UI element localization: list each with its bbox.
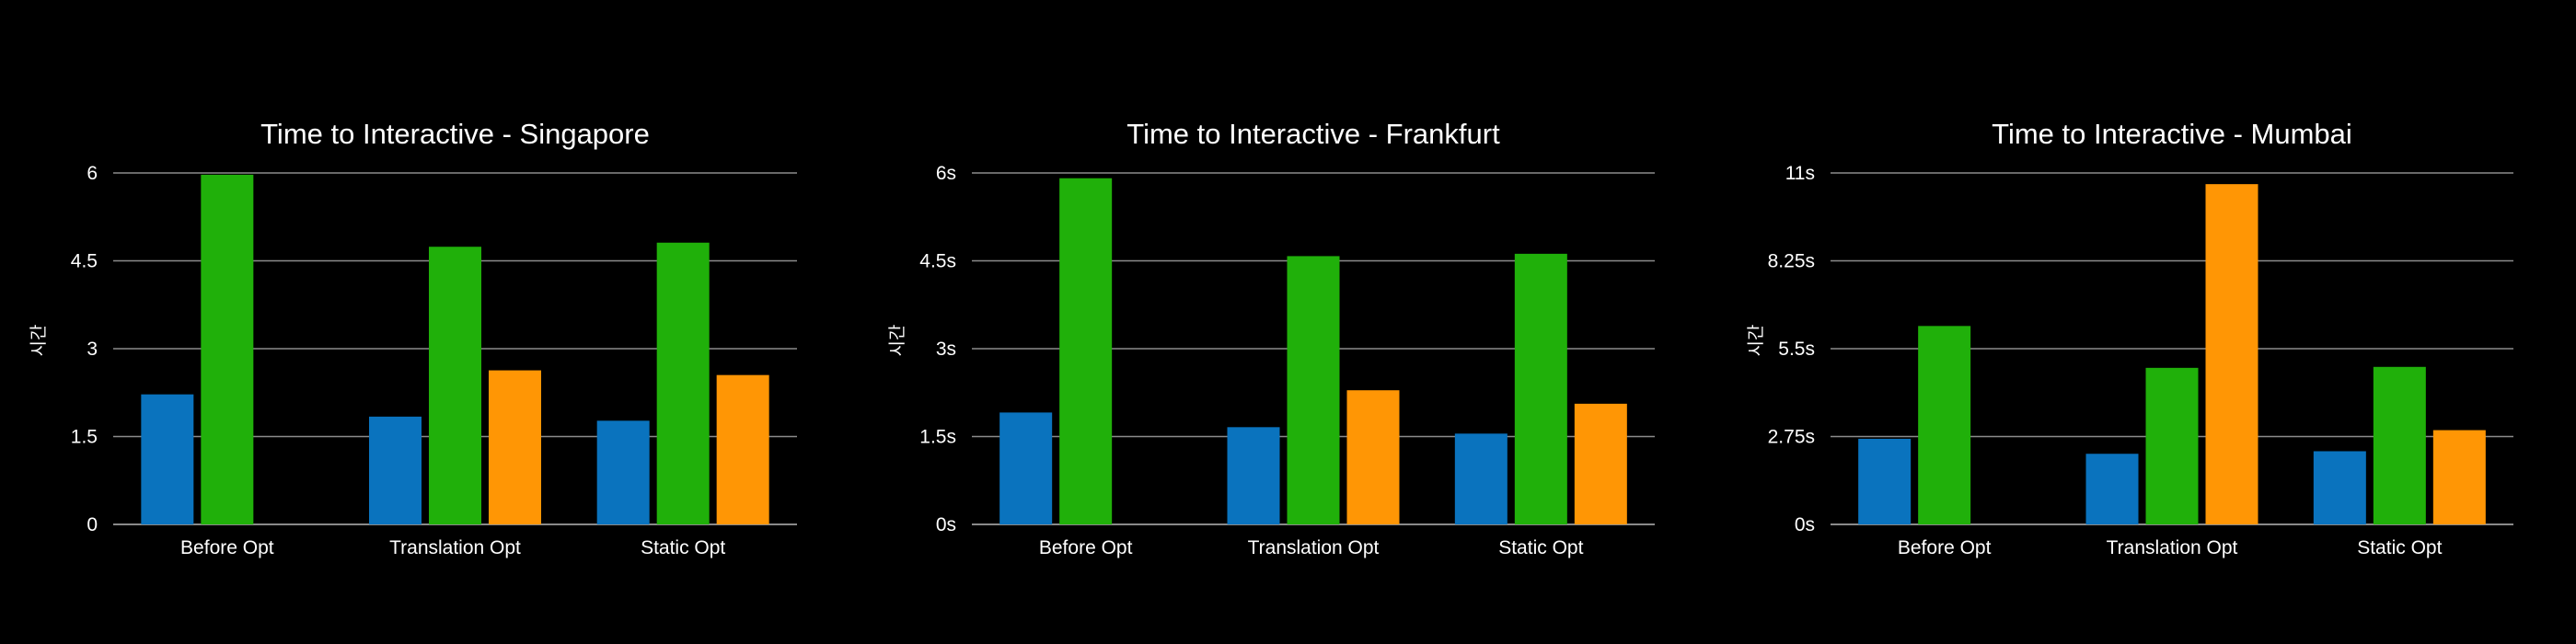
x-tick-label: Translation Opt [2107, 537, 2238, 558]
bar [1574, 403, 1627, 524]
bar [596, 420, 650, 524]
x-tick-label: Static Opt [2357, 537, 2442, 558]
y-tick-label: 2.75s [1768, 427, 1815, 448]
bar [201, 174, 254, 524]
x-tick-label: Static Opt [1498, 537, 1583, 558]
bar [2145, 367, 2199, 524]
bar [1287, 256, 1340, 524]
y-tick-label: 1.5 [71, 427, 98, 448]
y-tick-label: 3s [936, 339, 956, 360]
y-tick-label: 3 [87, 339, 98, 360]
bar [716, 374, 769, 524]
bar [489, 370, 541, 524]
chart-panel-1: Time to Interactive - Singapore 0 1.5 3 4.5 6… [29, 118, 797, 558]
x-tick-label: Before Opt [1039, 537, 1133, 558]
bar [141, 394, 194, 524]
x-tick-label: Before Opt [180, 537, 274, 558]
y-tick-label: 4.5s [919, 251, 956, 272]
bar [1454, 433, 1507, 524]
bar [429, 247, 481, 524]
x-tick-label: Static Opt [641, 537, 725, 558]
y-tick-label: 11s [1785, 163, 1815, 184]
bar [2373, 366, 2426, 524]
chart-title: Time to Interactive - Frankfurt [1126, 118, 1500, 150]
bar [1059, 178, 1113, 525]
bar [999, 412, 1053, 524]
bar [369, 416, 422, 524]
x-tick-label: Before Opt [1898, 537, 1992, 558]
y-tick-label: 5.5s [1778, 339, 1815, 360]
chart-panel-2: Time to Interactive - Frankfurt 0s 1.5s 3s 4… [887, 118, 1655, 558]
chart-panel-3: Time to Interactive - Mumbai 0s 2.75s 5.5s 8… [1746, 118, 2513, 558]
bar [1858, 438, 1912, 524]
chart-title: Time to Interactive - Singapore [260, 118, 650, 150]
y-tick-label: 0s [936, 514, 956, 535]
bar [2085, 454, 2139, 524]
y-tick-label: 6 [87, 163, 98, 184]
bar [2432, 430, 2486, 524]
x-tick-label: Translation Opt [1248, 537, 1380, 558]
y-tick-label: 4.5 [71, 251, 98, 272]
bar [2313, 451, 2366, 524]
bar [2205, 184, 2258, 524]
y-axis-label: 시간 [29, 325, 49, 357]
chart-title: Time to Interactive - Mumbai [1992, 118, 2352, 150]
y-tick-label: 8.25s [1768, 251, 1815, 272]
x-tick-label: Translation Opt [389, 537, 521, 558]
y-axis-label: 시간 [1746, 325, 1766, 357]
bar [1918, 326, 1971, 524]
y-tick-label: 6s [936, 163, 956, 184]
bar [656, 242, 710, 524]
y-tick-label: 0s [1795, 514, 1815, 535]
bar [1346, 390, 1400, 524]
y-axis-label: 시간 [887, 325, 907, 357]
bar [1227, 427, 1280, 524]
bar [1514, 253, 1567, 524]
y-tick-label: 1.5s [919, 427, 956, 448]
y-tick-label: 0 [87, 514, 98, 535]
